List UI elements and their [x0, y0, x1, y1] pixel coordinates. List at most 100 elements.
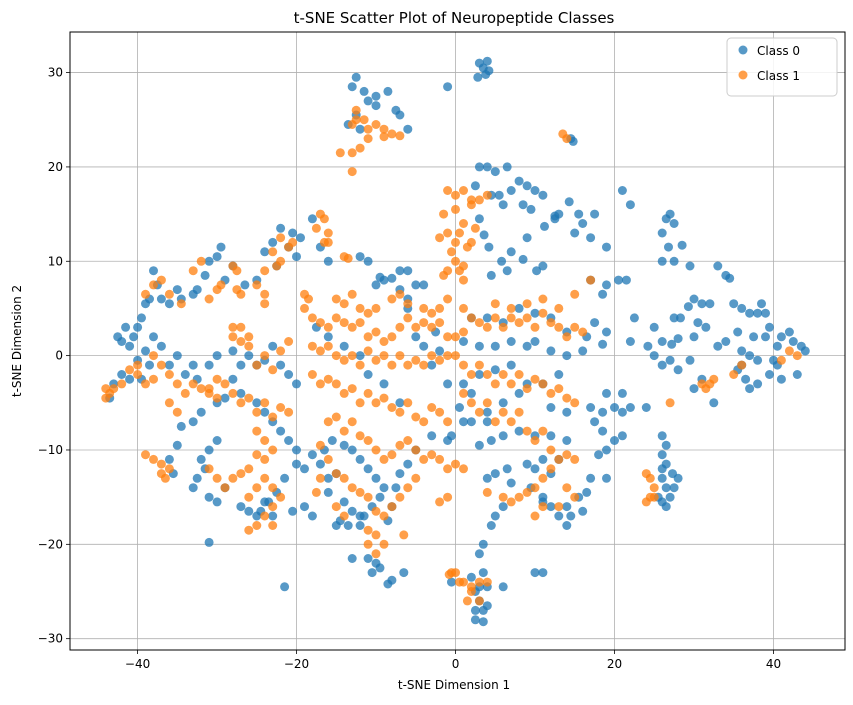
class-1-point: [435, 454, 445, 464]
class-0-point: [776, 332, 786, 342]
class-1-point: [311, 223, 321, 233]
class-1-point: [236, 337, 246, 346]
class-0-point: [514, 388, 524, 398]
class-1-point: [498, 492, 508, 502]
class-1-point: [260, 454, 270, 464]
class-1-point: [180, 388, 190, 398]
class-1-point: [268, 247, 278, 257]
class-1-point: [443, 294, 453, 304]
class-0-point: [307, 450, 317, 460]
class-1-point: [474, 407, 484, 417]
class-1-point: [220, 483, 230, 493]
class-0-point: [657, 337, 667, 346]
class-0-point: [733, 327, 743, 337]
class-1-point: [466, 237, 476, 247]
class-1-point: [196, 384, 206, 394]
class-1-point: [101, 384, 111, 394]
class-1-point: [665, 398, 675, 408]
class-0-point: [502, 266, 512, 276]
class-0-point: [625, 337, 635, 346]
class-0-point: [347, 554, 357, 563]
class-0-point: [673, 365, 683, 375]
class-0-point: [522, 341, 532, 351]
class-0-point: [753, 355, 763, 365]
class-0-point: [590, 209, 600, 219]
class-0-point: [518, 254, 528, 264]
class-1-point: [347, 167, 357, 177]
class-1-point: [435, 407, 445, 417]
class-0-point: [260, 497, 270, 507]
class-1-point: [411, 445, 421, 455]
class-0-point: [737, 346, 747, 356]
class-1-point: [387, 403, 397, 412]
class-1-point: [252, 450, 262, 460]
class-1-point: [459, 303, 468, 313]
class-1-point: [212, 473, 222, 483]
class-0-point: [506, 186, 516, 195]
class-1-point: [474, 360, 484, 370]
class-1-point: [459, 464, 468, 474]
class-0-point: [443, 82, 453, 92]
class-0-point: [590, 417, 600, 427]
class-0-point: [204, 492, 214, 502]
class-0-point: [172, 285, 182, 295]
class-1-point: [141, 450, 150, 460]
class-1-point: [506, 417, 516, 427]
class-0-point: [486, 521, 496, 530]
class-1-point: [490, 313, 500, 323]
class-0-point: [772, 341, 782, 351]
class-1-point: [784, 346, 794, 356]
class-0-point: [141, 299, 150, 309]
class-1-point: [379, 454, 389, 464]
class-1-point: [443, 228, 453, 238]
class-0-point: [621, 275, 631, 285]
class-1-point: [554, 502, 564, 512]
class-0-point: [574, 209, 584, 219]
class-0-point: [546, 346, 556, 356]
class-0-point: [625, 403, 635, 412]
class-1-point: [172, 407, 182, 417]
class-0-point: [236, 388, 246, 398]
class-1-point: [228, 473, 238, 483]
class-1-point: [141, 379, 150, 389]
class-0-point: [156, 341, 166, 351]
class-0-point: [145, 360, 154, 370]
class-0-point: [149, 266, 158, 276]
class-0-point: [466, 417, 476, 427]
class-0-point: [610, 436, 619, 445]
class-1-point: [363, 525, 373, 535]
class-0-point: [212, 436, 222, 445]
class-0-point: [164, 454, 174, 464]
class-0-point: [212, 351, 222, 361]
class-1-point: [347, 417, 357, 427]
class-1-point: [427, 403, 437, 412]
class-1-point: [538, 473, 548, 483]
class-1-point: [546, 445, 556, 455]
class-1-point: [490, 299, 500, 309]
class-1-point: [236, 322, 246, 332]
class-1-point: [164, 370, 174, 379]
class-0-point: [395, 266, 405, 276]
class-0-point: [268, 511, 278, 521]
class-1-point: [339, 473, 349, 483]
class-1-point: [490, 417, 500, 427]
class-0-point: [470, 181, 480, 191]
class-0-point: [379, 379, 389, 389]
class-0-point: [522, 181, 532, 191]
class-1-point: [546, 464, 556, 474]
class-0-point: [212, 497, 222, 507]
class-1-point: [252, 360, 262, 370]
class-1-point: [466, 200, 476, 210]
class-0-point: [602, 388, 611, 398]
class-1-point: [268, 445, 278, 455]
class-0-point: [677, 240, 687, 250]
class-1-point: [451, 332, 460, 342]
class-1-point: [443, 332, 453, 342]
class-0-point: [749, 332, 759, 342]
class-0-point: [625, 200, 635, 210]
class-1-point: [220, 379, 230, 389]
class-0-point: [530, 308, 540, 318]
class-1-point: [474, 596, 484, 606]
class-1-point: [645, 473, 655, 483]
class-0-point: [411, 280, 421, 290]
